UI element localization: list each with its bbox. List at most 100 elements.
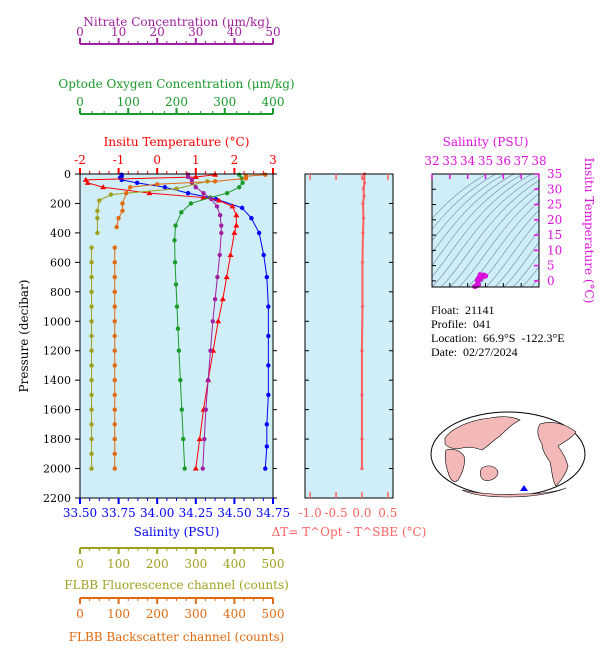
backscatter-point <box>116 215 121 221</box>
ts-xtick-label: 33 <box>442 154 457 168</box>
ts-xaxis-label: Salinity (PSU) <box>443 135 529 149</box>
salinity-point <box>264 274 270 280</box>
salinity-point <box>239 205 245 211</box>
backscatter-point <box>112 392 117 398</box>
dt-tick-label: 0.5 <box>378 506 397 520</box>
world-map <box>430 411 586 498</box>
salinity-point <box>249 215 254 221</box>
ts-density-contour <box>503 241 539 287</box>
profile-number: Profile: 041 <box>431 317 491 331</box>
nitrate-point <box>219 230 224 236</box>
backscatter-point <box>112 422 117 427</box>
backscatter-tick-label: 500 <box>262 607 285 621</box>
backscatter-point <box>112 363 117 368</box>
backscatter-point <box>112 274 117 280</box>
dt-point <box>362 181 367 185</box>
ts-xtick-label: 36 <box>496 154 511 168</box>
temperature-tick-label: 1 <box>192 153 200 167</box>
nitrate-axis-label: Nitrate Concentration (μm/kg) <box>83 15 269 29</box>
pressure-tick-label: 200 <box>50 197 71 210</box>
fluorescence-tick-label: 300 <box>184 557 207 571</box>
salinity-point <box>185 190 191 196</box>
nitrate-point <box>209 196 214 202</box>
salinity-tick-label: 34.25 <box>179 506 213 520</box>
backscatter-point <box>112 319 117 324</box>
ts-xtick-label: 37 <box>514 154 529 168</box>
ts-density-contour <box>432 174 497 230</box>
nitrate-tick-label: 30 <box>188 25 203 39</box>
pressure-tick-label: 1400 <box>43 374 71 387</box>
oxygen-point <box>237 185 242 190</box>
ts-point <box>472 283 478 290</box>
date: Date: 02/27/2024 <box>431 345 518 359</box>
ts-ytick-label: 35 <box>547 167 562 181</box>
temperature-tick-label: 2 <box>231 153 239 167</box>
nitrate-point <box>217 252 222 258</box>
dt-point <box>361 231 365 235</box>
ts-xtick-label: 35 <box>478 154 493 168</box>
backscatter-point <box>120 208 125 214</box>
oxygen-point <box>174 304 180 309</box>
fluorescence-point <box>89 466 94 471</box>
pressure-tick-label: 2200 <box>43 492 71 505</box>
temperature-point <box>233 222 240 228</box>
nitrate-point <box>203 407 209 412</box>
ts-density-contour <box>494 230 539 287</box>
oxygen-point <box>240 180 245 186</box>
nitrate-point <box>193 185 198 190</box>
fluorescence-point <box>89 289 94 295</box>
temperature-point <box>215 197 222 203</box>
dt-point <box>362 176 366 181</box>
fluorescence-point <box>89 348 94 353</box>
fluorescence-point <box>89 422 94 427</box>
nitrate-tick-label: 10 <box>111 25 126 39</box>
temperature-tick-label: 0 <box>153 153 161 167</box>
dt-point <box>361 216 366 220</box>
backscatter-point <box>263 172 268 177</box>
ts-point <box>482 273 489 279</box>
fluorescence-point <box>97 198 102 203</box>
salinity-point <box>261 252 266 258</box>
fluorescence-axis-label: FLBB Fluorescence channel (counts) <box>64 578 289 592</box>
ts-yaxis-label: Insitu Temperature (°C) <box>582 158 596 304</box>
pressure-tick-label: 1600 <box>43 404 71 417</box>
fluorescence-point <box>89 407 94 412</box>
ts-density-contour <box>432 174 539 287</box>
dt-plot-frame <box>304 173 394 499</box>
salinity-point <box>266 333 271 339</box>
map-land-australia <box>479 465 499 481</box>
pressure-tick-label: 800 <box>50 286 71 299</box>
backscatter-point <box>114 224 119 230</box>
oxygen-point <box>172 260 178 265</box>
temperature-point <box>229 203 236 209</box>
backscatter-tick-label: 100 <box>107 607 130 621</box>
map-land-eurasia <box>444 416 521 451</box>
nitrate-point <box>208 348 213 353</box>
oxygen-point <box>179 210 184 215</box>
backscatter-point <box>243 176 249 181</box>
map-marker <box>520 485 528 491</box>
salinity-tick-label: 34.00 <box>140 506 174 520</box>
fluorescence-point <box>174 186 179 191</box>
pressure-tick-label: 1200 <box>43 345 71 358</box>
backscatter-point <box>112 333 117 339</box>
fluorescence-point <box>89 260 94 265</box>
fluorescence-point <box>89 333 94 339</box>
salinity-tick-label: 33.75 <box>101 506 135 520</box>
dt-point <box>361 201 365 206</box>
fluorescence-tick-label: 200 <box>146 557 169 571</box>
dt-plot-area <box>305 174 393 498</box>
ts-ytick-label: 15 <box>547 228 562 242</box>
ts-density-contour <box>530 277 539 287</box>
backscatter-point <box>127 185 133 190</box>
fluorescence-point <box>95 208 100 214</box>
nitrate-tick-label: 20 <box>150 25 165 39</box>
fluorescence-tick-label: 400 <box>223 557 246 571</box>
dt-point <box>362 194 366 198</box>
backscatter-point <box>112 451 117 457</box>
pressure-axis: 0 200 400 600 800 1000 1200 1400 1600 1800 2000 220… <box>17 168 277 505</box>
ts-ytick-label: 0 <box>547 274 555 288</box>
backscatter-point <box>112 260 117 265</box>
fluorescence-point <box>95 215 100 221</box>
